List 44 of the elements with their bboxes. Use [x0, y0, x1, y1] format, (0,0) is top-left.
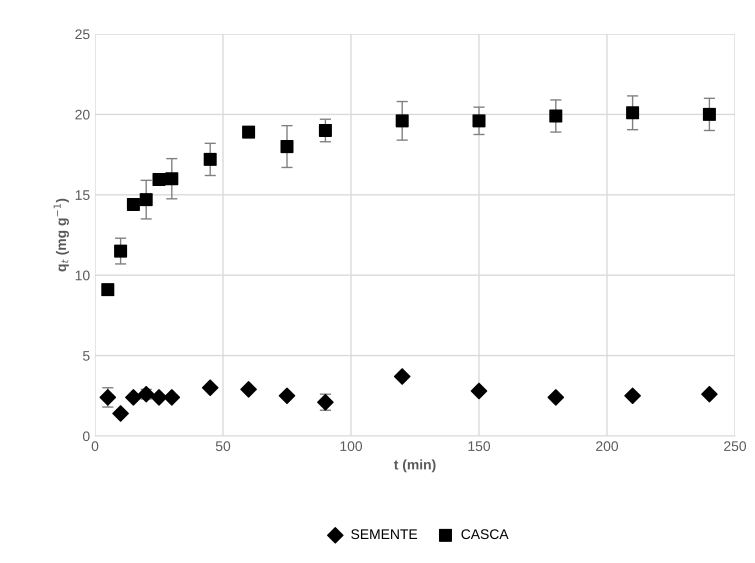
- legend-label: CASCA: [461, 529, 509, 540]
- point: [126, 198, 140, 211]
- point: [701, 386, 718, 402]
- point: [278, 388, 296, 404]
- x-axis-title: t (min): [394, 459, 436, 472]
- y-tick-label: 10: [76, 270, 90, 280]
- point: [626, 106, 640, 120]
- x-tick-label: 50: [216, 441, 230, 452]
- point: [472, 114, 486, 128]
- point: [624, 388, 641, 404]
- point: [396, 114, 409, 128]
- point: [204, 152, 217, 166]
- x-tick-label: 0: [92, 441, 98, 452]
- x-tick-label: 200: [596, 441, 618, 452]
- point: [202, 379, 218, 396]
- point: [242, 126, 256, 139]
- y-tick-label: 25: [75, 29, 90, 40]
- y-tick-label: 5: [82, 351, 90, 361]
- point: [164, 389, 180, 406]
- point: [152, 173, 166, 186]
- point: [240, 381, 257, 398]
- x-tick-label: 150: [468, 441, 490, 452]
- point: [165, 172, 178, 186]
- y-tick-label: 0: [82, 431, 90, 442]
- point: [549, 110, 562, 123]
- point: [101, 283, 114, 296]
- y-tick-label: 20: [75, 110, 90, 120]
- x-tick-label: 250: [724, 441, 746, 452]
- point: [140, 193, 153, 206]
- point: [702, 108, 716, 121]
- y-tick-label: 15: [76, 190, 90, 200]
- x-tick-label: 100: [340, 441, 362, 452]
- point: [280, 140, 294, 154]
- point: [150, 389, 168, 406]
- point: [114, 244, 128, 258]
- point: [394, 368, 410, 385]
- point: [318, 124, 332, 137]
- point: [138, 386, 154, 402]
- point: [125, 389, 142, 406]
- legend-label: SEMENTE: [351, 529, 418, 540]
- point: [470, 382, 488, 400]
- point: [548, 389, 564, 406]
- point: [112, 405, 129, 422]
- y-axis-title: q$_{t}$ (mg g$^{−1}$): [54, 198, 69, 272]
